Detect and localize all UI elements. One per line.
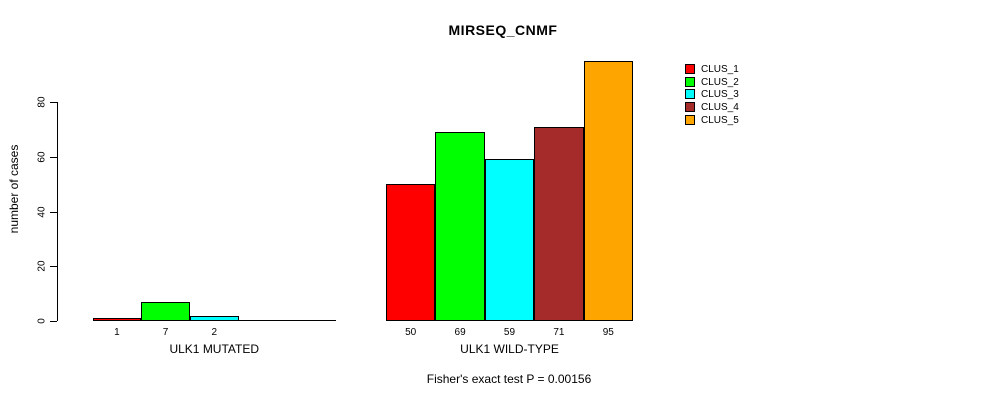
- bar-value-label: 71: [553, 327, 565, 338]
- bar-clus_1: [92, 318, 142, 321]
- legend-swatch-clus_5: [685, 114, 695, 125]
- y-axis-line: [57, 102, 58, 321]
- y-tick-label: 0: [36, 318, 48, 324]
- bar-value-label: 95: [602, 327, 614, 338]
- bar-clus_4: [534, 127, 584, 321]
- legend-label: CLUS_4: [701, 102, 739, 114]
- bar-clus_5: [583, 61, 633, 321]
- bar-value-label: 59: [503, 327, 516, 338]
- y-axis-label: number of cases: [7, 144, 21, 234]
- y-tick-label: 40: [36, 205, 48, 218]
- x-group-label: ULK1 WILD-TYPE: [460, 342, 559, 356]
- bar-value-label: 2: [211, 327, 218, 338]
- bar-value-label: 7: [162, 327, 169, 338]
- bar-clus_2: [141, 302, 190, 321]
- bar-clus_1: [386, 184, 436, 321]
- y-tick-mark: [50, 266, 57, 268]
- fisher-test-annotation: Fisher's exact test P = 0.00156: [426, 372, 592, 386]
- y-tick-label: 80: [36, 96, 48, 108]
- legend-swatch-clus_4: [685, 102, 695, 113]
- bar-value-label: 1: [114, 327, 120, 338]
- legend-swatch-clus_1: [685, 64, 695, 74]
- y-tick-label: 20: [36, 260, 48, 272]
- bar-clus_2: [435, 132, 485, 321]
- x-group-label: ULK1 MUTATED: [169, 342, 260, 356]
- bar-clus_3: [189, 316, 239, 321]
- chart-title: MIRSEQ_CNMF: [448, 22, 558, 38]
- y-tick-mark: [50, 102, 57, 103]
- bar-value-label: 50: [405, 327, 417, 338]
- legend-label: CLUS_1: [701, 64, 739, 75]
- legend-swatch-clus_2: [685, 76, 695, 87]
- y-tick-mark: [50, 156, 57, 158]
- legend-label: CLUS_3: [701, 89, 739, 101]
- legend-label: CLUS_2: [701, 76, 739, 88]
- bar-clus_3: [484, 159, 535, 321]
- y-tick-mark: [50, 321, 57, 322]
- legend-label: CLUS_5: [701, 114, 739, 126]
- y-tick-mark: [50, 211, 57, 213]
- y-tick-label: 60: [36, 151, 48, 163]
- legend-swatch-clus_3: [685, 89, 695, 100]
- bar-value-label: 69: [454, 327, 466, 338]
